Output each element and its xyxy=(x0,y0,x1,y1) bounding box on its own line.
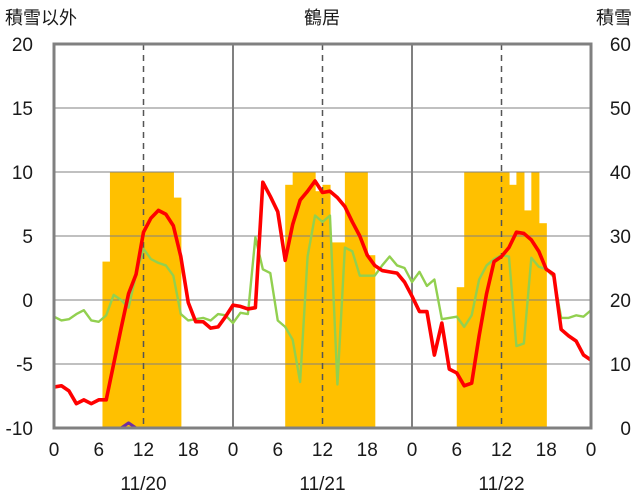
snow-bar-10 xyxy=(456,287,465,428)
right-axis-ticks: 60 50 40 30 20 10 0 xyxy=(610,35,631,440)
left-tick-label: 10 xyxy=(12,163,33,184)
date-label: 11/20 xyxy=(120,474,166,495)
snow-bar-9 xyxy=(367,255,376,428)
right-tick-label: 20 xyxy=(610,291,631,312)
right-tick-label: 30 xyxy=(610,227,631,248)
right-tick-label: 40 xyxy=(610,163,631,184)
x-axis-ticks: 0 6 12 18 0 6 12 18 0 6 12 18 0 xyxy=(49,440,597,461)
plot-frame xyxy=(52,42,593,430)
snow-bar-2 xyxy=(173,197,182,428)
right-axis-title: 積雪 xyxy=(596,8,632,29)
x-tick-label: 6 xyxy=(272,440,283,461)
x-tick-label: 6 xyxy=(93,440,104,461)
x-tick-label: 0 xyxy=(228,440,239,461)
left-tick-label: 5 xyxy=(22,227,33,248)
right-tick-label: 0 xyxy=(620,419,631,440)
snow-bar-5 xyxy=(315,191,324,428)
date-labels: 11/20 11/21 11/22 xyxy=(120,474,524,495)
date-label: 11/22 xyxy=(478,474,524,495)
x-tick-label: 12 xyxy=(133,440,154,461)
x-tick-label: 0 xyxy=(49,440,60,461)
left-tick-label: -5 xyxy=(16,355,33,376)
x-tick-label: 6 xyxy=(451,440,462,461)
left-tick-label: -10 xyxy=(6,419,33,440)
gridlines xyxy=(54,44,591,428)
snow-bar-3 xyxy=(285,184,294,428)
snow-bar-14 xyxy=(523,210,532,428)
x-tick-label: 12 xyxy=(491,440,512,461)
x-tick-label: 0 xyxy=(586,440,597,461)
snow-bar-16 xyxy=(538,223,547,428)
left-tick-label: 15 xyxy=(12,99,33,120)
left-axis-ticks: 20 15 10 5 0 -5 -10 xyxy=(6,35,33,440)
right-tick-label: 50 xyxy=(610,99,631,120)
x-tick-label: 12 xyxy=(312,440,333,461)
x-tick-label: 18 xyxy=(178,440,199,461)
snow-bar-0 xyxy=(102,261,111,428)
snow-bar-6 xyxy=(322,184,331,428)
x-tick-label: 18 xyxy=(357,440,378,461)
series-line-0 xyxy=(53,179,593,406)
left-axis-title: 積雪以外 xyxy=(5,8,77,29)
x-tick-label: 18 xyxy=(536,440,557,461)
x-tick-label: 0 xyxy=(407,440,418,461)
right-tick-label: 10 xyxy=(610,355,631,376)
chart-title: 鶴居 xyxy=(304,8,340,29)
right-tick-label: 60 xyxy=(610,35,631,56)
left-tick-label: 0 xyxy=(22,291,33,312)
left-tick-label: 20 xyxy=(12,35,33,56)
date-label: 11/21 xyxy=(299,474,345,495)
